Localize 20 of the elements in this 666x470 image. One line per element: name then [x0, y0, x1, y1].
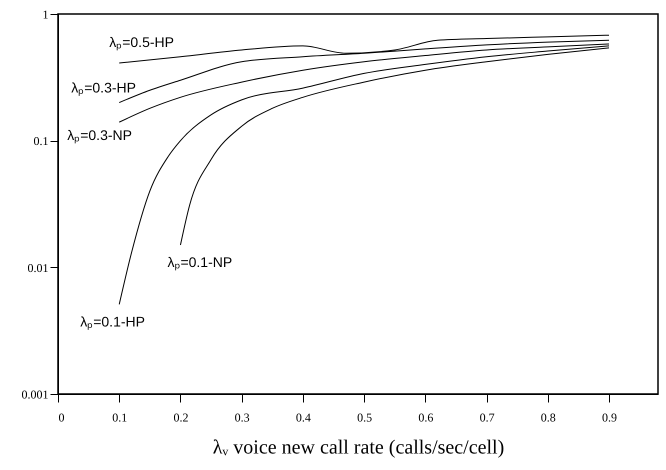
y-tick-label: 0.1 [34, 134, 48, 148]
series-label: λₚ=0.1-HP [80, 313, 145, 330]
series-label: λₚ=0.5-HP [109, 34, 174, 52]
x-tick-label: 0.2 [173, 410, 188, 424]
series-label: λₚ=0.3-NP [67, 127, 132, 144]
x-tick-label: 0.8 [540, 410, 556, 424]
x-tick-label: 0.5 [357, 410, 372, 424]
y-tick-label: 0.001 [22, 388, 48, 402]
x-tick-label: 0.7 [480, 410, 495, 424]
x-tick-label: 0.9 [602, 410, 618, 424]
x-tick-label: 0.1 [112, 410, 128, 424]
series-label: λₚ=0.1-NP [167, 254, 232, 272]
x-tick-label: 0.4 [296, 410, 311, 424]
x-tick-label: 0.3 [234, 410, 250, 424]
series-label: λₚ=0.3-HP [71, 80, 136, 97]
y-tick-label: 1 [42, 8, 48, 22]
x-axis-title: λᵥ voice new call rate (calls/sec/cell) [212, 436, 504, 458]
x-tick-label: 0 [58, 410, 64, 424]
x-tick-label: 0.6 [418, 410, 434, 424]
y-tick-label: 0.01 [28, 260, 48, 275]
